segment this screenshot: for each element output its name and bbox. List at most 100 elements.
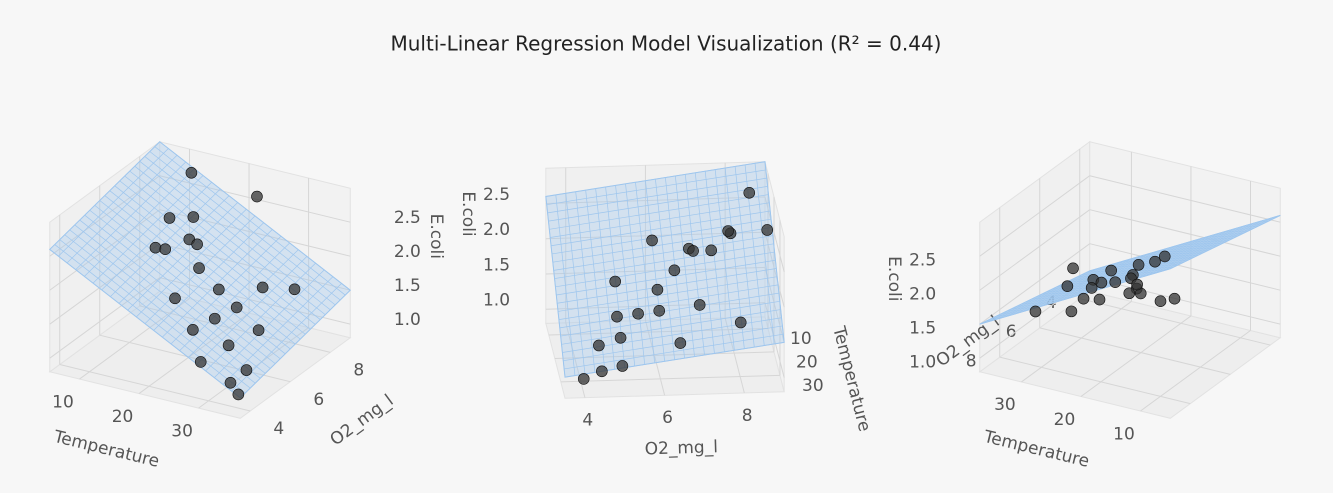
- z-tick-label: 1.0: [909, 352, 936, 372]
- data-point: [668, 264, 681, 277]
- x-tick-label: 30: [171, 421, 193, 441]
- data-point: [577, 373, 590, 385]
- data-point: [224, 376, 237, 389]
- grid-line: [999, 356, 1191, 405]
- data-point: [614, 332, 627, 344]
- data-point: [230, 301, 243, 314]
- data-point: [593, 339, 605, 352]
- z-tick-label: 2.0: [394, 242, 421, 262]
- data-point: [761, 224, 774, 236]
- plane-mesh: [129, 170, 321, 320]
- x-tick-label: 10: [1113, 424, 1135, 444]
- z-tick-label: 2.5: [394, 208, 421, 228]
- z-axis-label: E.coli: [884, 256, 904, 301]
- plane-mesh: [684, 174, 705, 356]
- z-tick-label: 1.5: [394, 276, 421, 296]
- plane-mesh: [996, 265, 1108, 320]
- grid-line: [764, 196, 785, 273]
- grid-line: [139, 305, 331, 353]
- data-point: [651, 283, 664, 296]
- plane-mesh: [564, 333, 784, 370]
- data-point: [653, 304, 666, 317]
- grid-line: [159, 277, 351, 325]
- data-point: [687, 245, 699, 257]
- grid-line: [1080, 315, 1192, 397]
- plane-mesh: [557, 268, 777, 304]
- data-point: [251, 190, 263, 203]
- data-point: [232, 388, 245, 401]
- data-point: [187, 324, 199, 336]
- data-point: [1029, 305, 1042, 318]
- grid-line: [764, 267, 785, 343]
- plane-mesh: [1005, 262, 1116, 317]
- data-point: [1158, 250, 1171, 263]
- data-point: [1109, 276, 1122, 288]
- plane-mesh: [560, 300, 780, 337]
- data-point: [1131, 278, 1143, 291]
- grid-line: [1089, 277, 1281, 325]
- data-point: [1123, 287, 1136, 300]
- y-tick-label: 4: [273, 419, 284, 439]
- data-point: [1154, 295, 1167, 308]
- plane-mesh: [704, 171, 725, 352]
- plane-mesh: [205, 262, 316, 372]
- data-point: [596, 365, 608, 378]
- z-tick-label: 1.5: [909, 318, 936, 338]
- x-tick-label: 20: [1054, 410, 1076, 430]
- grid-line: [1089, 243, 1281, 291]
- z-tick-label: 1.0: [394, 310, 421, 330]
- data-point: [1077, 292, 1090, 305]
- data-point: [185, 167, 198, 179]
- plane-mesh: [754, 163, 775, 345]
- y-tick-label: 4: [582, 411, 593, 431]
- plane-mesh: [556, 259, 776, 296]
- grid-line: [548, 327, 769, 336]
- grid-line: [979, 243, 1091, 325]
- z-tick-label: 2.5: [909, 250, 936, 270]
- subplot: 1020304681.01.52.02.5TemperatureO2_mg_lE…: [884, 140, 1282, 472]
- data-point: [1065, 305, 1078, 318]
- data-point: [1168, 292, 1181, 305]
- data-point: [149, 241, 162, 254]
- plane-mesh: [159, 141, 351, 291]
- plane-mesh: [563, 325, 783, 362]
- plane-mesh: [655, 179, 675, 360]
- plane-mesh: [557, 276, 778, 312]
- z-tick-label: 2.0: [909, 284, 936, 304]
- grid-line: [159, 243, 351, 291]
- plane-mesh: [214, 269, 325, 378]
- data-point: [705, 244, 718, 257]
- plane-mesh: [124, 175, 316, 325]
- data-point: [208, 312, 221, 325]
- grid-line: [560, 374, 780, 383]
- y-tick-label: 8: [966, 351, 977, 371]
- data-point: [734, 316, 747, 329]
- plane-mesh: [153, 222, 264, 331]
- plane-mesh: [114, 185, 306, 335]
- data-point: [187, 211, 200, 223]
- plane-mesh: [1024, 246, 1216, 303]
- grid-line: [764, 302, 785, 378]
- data-point: [256, 281, 269, 294]
- data-point: [693, 299, 706, 311]
- figure-title: Multi-Linear Regression Model Visualizat…: [391, 32, 942, 56]
- y-tick-label: 6: [313, 390, 324, 410]
- x-tick-label: 10: [790, 329, 812, 349]
- plane-mesh: [1014, 251, 1206, 308]
- data-point: [288, 283, 301, 296]
- data-point: [1067, 262, 1079, 275]
- plane-mesh: [558, 284, 779, 320]
- plane-mesh: [561, 309, 781, 345]
- grid-line: [644, 320, 666, 396]
- plane-mesh: [240, 289, 351, 399]
- data-point: [163, 212, 176, 224]
- plane-mesh: [988, 268, 1099, 322]
- plane-mesh: [196, 256, 308, 365]
- plane-mesh: [674, 175, 695, 357]
- data-point: [222, 339, 235, 352]
- data-point: [632, 307, 644, 320]
- plane-mesh: [149, 151, 341, 301]
- grid-line: [1079, 298, 1271, 346]
- data-point: [193, 262, 205, 274]
